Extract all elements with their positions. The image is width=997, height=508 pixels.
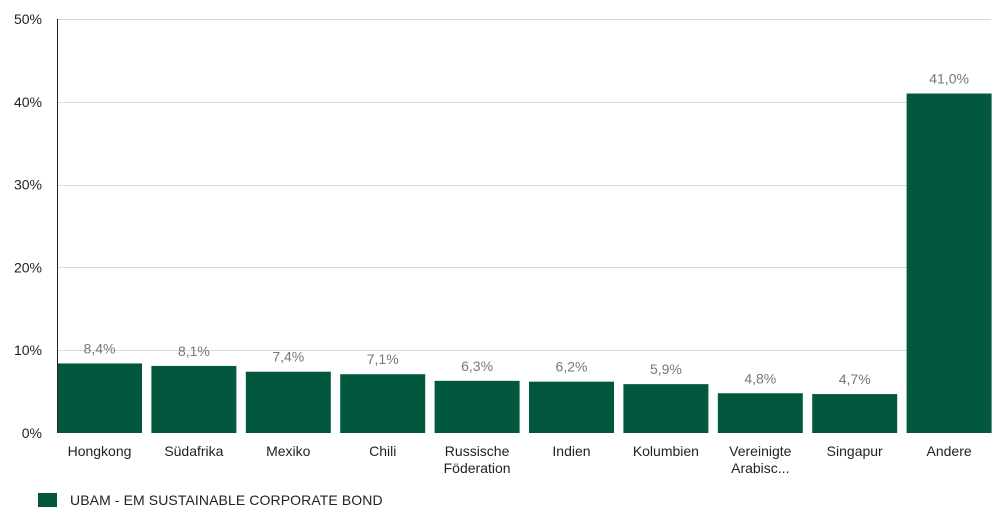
data-label: 8,4% xyxy=(84,340,116,356)
x-tick-label-line: Andere xyxy=(927,443,972,459)
x-tick-label-line: Föderation xyxy=(444,460,511,476)
x-tick-label-line: Mexiko xyxy=(266,443,311,459)
y-tick-label: 10% xyxy=(14,342,42,358)
bar xyxy=(906,93,992,434)
x-tick-label: Vereinigte Arabisc... xyxy=(729,443,791,476)
data-labels: 8,4% 8,1% 7,4% 7,1% 6,3% 6,2% 5,9% 4,8% 4,7% 41,0… xyxy=(84,71,969,388)
x-tick-label: Russische Föderation xyxy=(444,443,511,476)
data-label: 7,4% xyxy=(272,349,304,365)
data-label: 41,0% xyxy=(929,71,969,87)
x-tick-label: Chili xyxy=(369,443,396,459)
x-axis-ticks: Hongkong Südafrika Mexiko Chili Russische Föd… xyxy=(68,443,972,476)
data-label: 6,2% xyxy=(556,359,588,375)
bar-chart: 0% 10% 20% 30% 40% 50% 8,4% 8,1% 7,4% 7,1% 6,3% 6,… xyxy=(14,11,992,476)
x-tick-label: Singapur xyxy=(827,443,883,459)
x-tick-label: Mexiko xyxy=(266,443,311,459)
x-tick-label: Indien xyxy=(552,443,590,459)
bar xyxy=(529,381,614,433)
bar xyxy=(717,393,803,433)
y-tick-label: 40% xyxy=(14,94,42,110)
x-tick-label-line: Kolumbien xyxy=(633,443,699,459)
x-tick-label-line: Singapur xyxy=(827,443,883,459)
legend-swatch xyxy=(38,493,57,507)
x-tick-label-line: Russische xyxy=(445,443,510,459)
data-label: 4,8% xyxy=(744,370,776,386)
bar xyxy=(245,371,331,433)
x-tick-label-line: Hongkong xyxy=(68,443,132,459)
x-tick-label: Südafrika xyxy=(164,443,223,459)
bar xyxy=(812,394,898,433)
x-tick-label-line: Vereinigte xyxy=(729,443,791,459)
data-label: 5,9% xyxy=(650,361,682,377)
bar xyxy=(623,384,709,433)
bar xyxy=(340,374,426,433)
bar xyxy=(57,363,142,433)
x-tick-label: Andere xyxy=(927,443,972,459)
y-axis-ticks: 0% 10% 20% 30% 40% 50% xyxy=(14,11,42,441)
bar xyxy=(434,380,520,433)
data-label: 8,1% xyxy=(178,343,210,359)
gridlines xyxy=(57,19,991,351)
x-tick-label-line: Indien xyxy=(552,443,590,459)
bars xyxy=(57,93,992,434)
data-label: 6,3% xyxy=(461,358,493,374)
bar xyxy=(151,365,237,433)
data-label: 4,7% xyxy=(839,371,871,387)
x-tick-label-line: Chili xyxy=(369,443,396,459)
x-tick-label: Kolumbien xyxy=(633,443,699,459)
y-tick-label: 30% xyxy=(14,177,42,193)
data-label: 7,1% xyxy=(367,351,399,367)
x-tick-label-line: Südafrika xyxy=(164,443,223,459)
y-tick-label: 20% xyxy=(14,259,42,275)
x-tick-label: Hongkong xyxy=(68,443,132,459)
x-tick-label-line: Arabisc... xyxy=(731,460,789,476)
y-tick-label: 0% xyxy=(22,425,42,441)
legend: UBAM - EM SUSTAINABLE CORPORATE BOND xyxy=(38,492,383,508)
y-tick-label: 50% xyxy=(14,11,42,27)
legend-label: UBAM - EM SUSTAINABLE CORPORATE BOND xyxy=(70,492,383,508)
